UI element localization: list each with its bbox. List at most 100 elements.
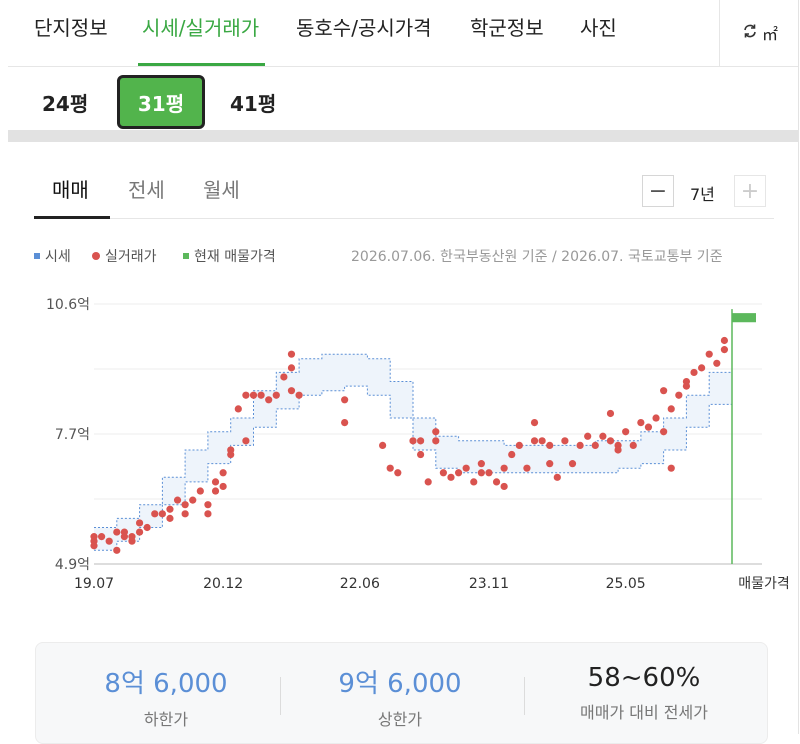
deal-point — [386, 464, 394, 472]
deal-point — [553, 473, 561, 481]
deal-point — [637, 418, 645, 427]
deal-point — [454, 469, 463, 477]
deal-point — [234, 405, 242, 413]
deal-point — [432, 437, 440, 445]
deal-point — [652, 414, 660, 422]
tab-school-info[interactable]: 학군정보 — [470, 16, 544, 40]
deal-point — [242, 391, 250, 399]
size-tab-24[interactable]: 24평 — [42, 92, 89, 116]
price-band-fill — [94, 349, 732, 551]
deal-point — [644, 423, 653, 431]
summary-high: 9억 6,000 상한가 — [300, 663, 500, 730]
price-band-lower — [94, 381, 733, 551]
size-tab-41[interactable]: 41평 — [230, 92, 277, 116]
unit-label: ㎡ — [761, 25, 778, 44]
deal-point — [606, 437, 615, 445]
deal-point — [249, 391, 258, 399]
deal-point — [599, 432, 607, 440]
period-decrease-button[interactable]: − — [642, 175, 674, 207]
deal-point — [508, 450, 516, 459]
deal-point — [272, 391, 280, 399]
deal-point — [576, 441, 584, 450]
unit-toggle-button[interactable]: ㎡ — [719, 0, 800, 66]
deal-point — [492, 478, 501, 486]
deal-point — [257, 391, 265, 399]
deal-point — [204, 510, 212, 518]
price-chart: 4.9억 7.7억 10.6억 19.07 20.12 22.06 23.11 25.05 매물… — [46, 297, 790, 592]
deal-point — [720, 346, 729, 354]
deal-point — [181, 501, 189, 509]
legend-price-label: 시세 — [45, 249, 71, 265]
data-source-note: 2026.07.06. 한국부동산원 기준 / 2026.07. 국토교통부 기… — [351, 249, 723, 265]
deal-point — [667, 464, 675, 472]
x-tick-label: 20.12 — [203, 576, 243, 592]
size-tab-31[interactable]: 31평 — [117, 75, 205, 129]
summary-high-value: 9억 6,000 — [338, 669, 462, 699]
y-tick-label: 10.6억 — [46, 297, 90, 313]
deal-point — [113, 546, 121, 554]
deal-point — [523, 464, 531, 472]
deal-point — [675, 391, 683, 399]
deal-point — [135, 528, 144, 536]
deal-point — [660, 387, 668, 395]
deal-point — [591, 441, 599, 450]
summary-divider — [280, 677, 281, 715]
x-tick-label: 22.06 — [340, 576, 380, 592]
deal-point — [698, 364, 706, 372]
section-divider — [8, 130, 798, 142]
deal-point — [265, 396, 273, 404]
period-increase-button[interactable]: + — [734, 175, 766, 207]
deal-point — [158, 510, 166, 518]
deal-point — [614, 446, 622, 454]
deal-point — [196, 487, 204, 495]
deal-point — [135, 519, 144, 527]
deal-tab-sale[interactable]: 매매 — [52, 178, 89, 202]
refresh-icon — [742, 23, 762, 43]
deal-point — [120, 528, 128, 536]
deal-point — [606, 409, 615, 418]
summary-ratio-value: 58~60% — [587, 663, 701, 693]
legend-deals-label: 실거래가 — [105, 249, 157, 265]
deal-point — [584, 432, 592, 440]
deal-point — [424, 478, 432, 486]
deal-point — [211, 487, 220, 495]
deal-point — [341, 418, 349, 427]
deal-point — [97, 533, 106, 541]
deal-point — [477, 460, 485, 468]
summary-low-label: 하한가 — [143, 710, 189, 729]
deal-point — [530, 437, 539, 445]
app-frame: 단지정보 시세/실거래가 동호수/공시가격 학군정보 사진 ㎡ 24평 31평 … — [8, 0, 799, 744]
deal-point — [166, 514, 174, 522]
summary-low: 8억 6,000 하한가 — [66, 663, 266, 730]
deal-point — [287, 387, 296, 395]
deal-tab-jeonse[interactable]: 전세 — [128, 178, 165, 202]
tab-photos[interactable]: 사진 — [580, 16, 617, 40]
legend-square-icon — [34, 253, 40, 259]
deal-point — [561, 437, 569, 445]
deal-point — [705, 350, 713, 358]
summary-high-label: 상한가 — [377, 710, 423, 729]
y-tick-label: 4.9억 — [55, 557, 90, 573]
deal-point — [280, 373, 288, 381]
deal-point — [470, 478, 478, 486]
deal-point — [485, 469, 493, 477]
tab-units-official-price[interactable]: 동호수/공시가격 — [296, 16, 432, 40]
tab-complex-info[interactable]: 단지정보 — [34, 16, 108, 40]
deal-tab-monthly[interactable]: 월세 — [203, 178, 240, 202]
top-tab-bar: 단지정보 시세/실거래가 동호수/공시가격 학군정보 사진 ㎡ — [8, 0, 798, 67]
deal-point — [622, 428, 630, 436]
x-end-label: 매물가격 — [738, 576, 790, 592]
deal-point — [166, 505, 174, 513]
tab-price-deals[interactable]: 시세/실거래가 — [142, 16, 260, 40]
deal-point — [219, 482, 227, 491]
listing-range-bar — [732, 313, 756, 323]
deal-point — [105, 537, 113, 545]
deal-point — [143, 523, 151, 532]
deal-point — [151, 510, 159, 518]
deal-point — [515, 441, 523, 450]
price-band-upper — [94, 349, 733, 528]
deal-point — [660, 428, 668, 436]
deal-point — [447, 473, 455, 481]
deal-tab-baseline — [34, 218, 774, 219]
deal-point — [128, 533, 136, 541]
